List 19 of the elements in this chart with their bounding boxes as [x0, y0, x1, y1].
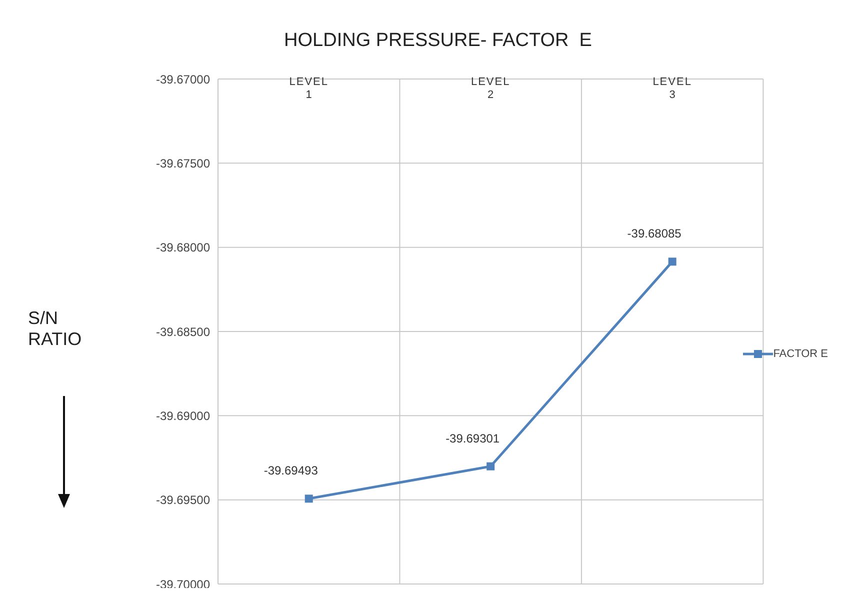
data-label: -39.68085 — [627, 226, 682, 241]
x-tick-label: LEVEL 3 — [652, 76, 692, 101]
y-tick-label: -39.68500 — [156, 324, 210, 339]
data-label: -39.69493 — [264, 464, 318, 478]
y-tick-label: -39.67000 — [156, 72, 210, 86]
y-tick-label: -39.69000 — [156, 408, 210, 423]
legend-label: FACTOR E — [773, 348, 828, 360]
y-tick-label: -39.67500 — [156, 156, 210, 170]
y-tick-label: -39.68000 — [156, 240, 210, 255]
x-tick-label: LEVEL 2 — [470, 76, 510, 101]
data-label: -39.69301 — [446, 431, 500, 446]
chart-title: HOLDING PRESSURE- FACTOR E — [283, 30, 593, 52]
y-tick-label: -39.70000 — [156, 577, 210, 592]
y-axis-title: S/N RATIO — [28, 308, 83, 350]
point — [304, 494, 313, 503]
point — [668, 258, 676, 266]
point — [486, 462, 495, 470]
x-tick-label: LEVEL 1 — [289, 76, 328, 101]
y-tick-label: -39.69500 — [156, 493, 210, 508]
